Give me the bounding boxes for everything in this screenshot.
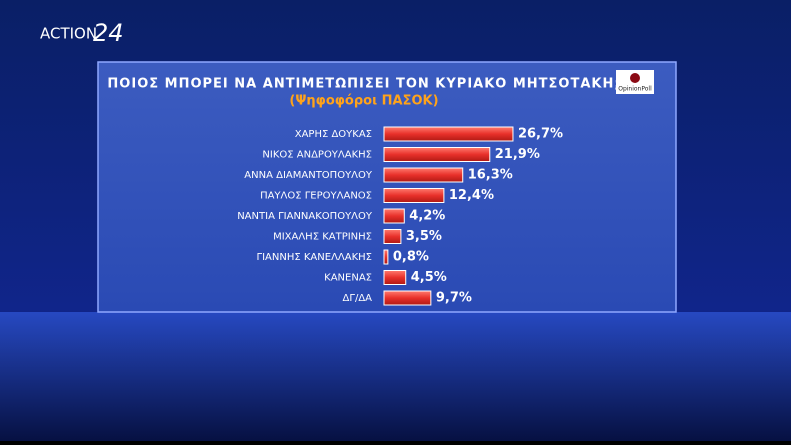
bar: [383, 208, 405, 224]
bar: [383, 249, 389, 265]
category-label: ΚΑΝΕΝΑΣ: [324, 273, 372, 284]
chart-title: ΠΟΙΟΣ ΜΠΟΡΕΙ ΝΑ ΑΝΤΙΜΕΤΩΠΙΣΕΙ ΤΟΝ ΚΥΡΙΑΚ…: [107, 77, 620, 92]
floor: [0, 312, 791, 441]
value-label: 21,9%: [495, 147, 540, 162]
bar: [383, 290, 432, 306]
category-label: ΑΝΝΑ ΔΙΑΜΑΝΤΟΠΟΥΛΟΥ: [244, 170, 373, 181]
bar: [383, 126, 514, 142]
category-label: ΝΑΝΤΙΑ ΓΙΑΝΝΑΚΟΠΟΥΛΟΥ: [237, 211, 373, 222]
category-label: ΜΙΧΑΛΗΣ ΚΑΤΡΙΝΗΣ: [273, 232, 372, 243]
bar: [383, 229, 402, 244]
category-label: ΝΙΚΟΣ ΑΝΔΡΟΥΛΑΚΗΣ: [262, 150, 372, 161]
value-label: 12,4%: [449, 188, 494, 203]
value-label: 4,5%: [411, 270, 447, 285]
value-label: 26,7%: [518, 127, 563, 142]
category-label: ΓΙΑΝΝΗΣ ΚΑΝΕΛΛΑΚΗΣ: [257, 252, 372, 263]
category-label: ΔΓ/ΔΑ: [343, 293, 373, 304]
value-label: 4,2%: [409, 209, 445, 224]
pollster-icon: [630, 73, 640, 83]
category-label: ΠΑΥΛΟΣ ΓΕΡΟΥΛΑΝΟΣ: [260, 191, 372, 202]
value-label: 3,5%: [406, 229, 442, 244]
bar: [383, 270, 407, 285]
category-label: ΧΑΡΗΣ ΔΟΥΚΑΣ: [295, 129, 372, 140]
channel-number: 24: [93, 19, 124, 47]
value-label: 0,8%: [393, 250, 429, 265]
value-label: 9,7%: [436, 291, 472, 306]
value-label: 16,3%: [468, 168, 513, 183]
bar: [383, 167, 464, 183]
chart-subtitle: (Ψηφοφόροι ΠΑΣΟΚ): [289, 94, 438, 109]
pollster-name: OpinionPoll: [618, 86, 652, 93]
channel-name: ACTION: [40, 25, 97, 43]
bar: [383, 188, 445, 203]
bar: [383, 147, 491, 162]
